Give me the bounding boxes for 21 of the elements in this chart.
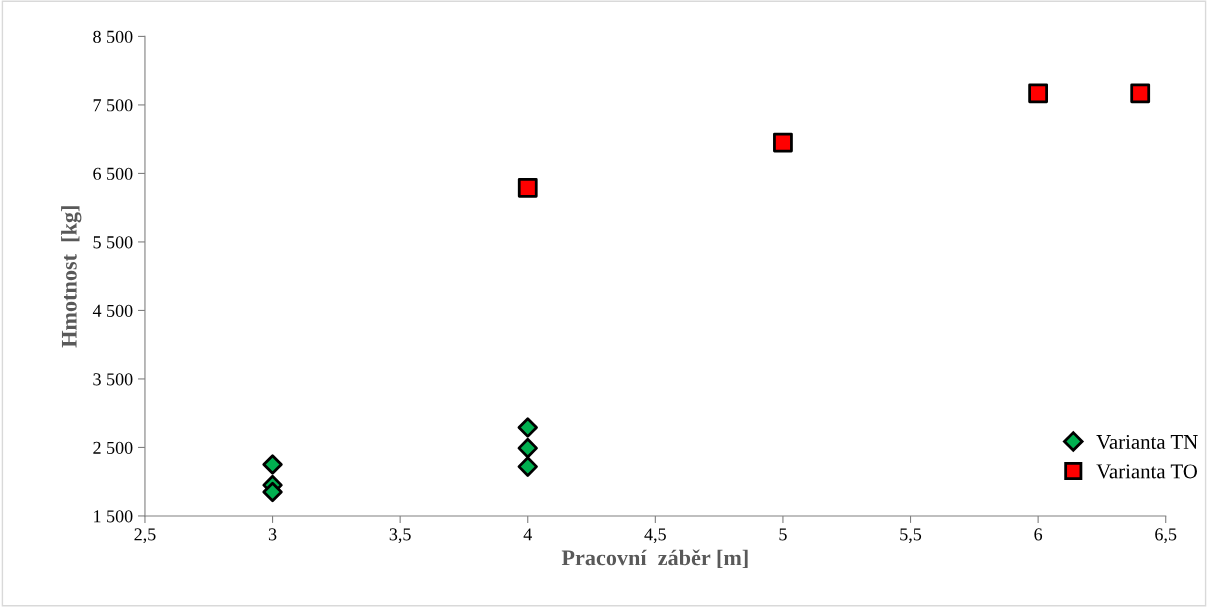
x-tick-label: 6,5: [1155, 528, 1177, 544]
y-axis-title: Hmotnost [kg]: [61, 206, 82, 348]
legend-label: Varianta TN: [1096, 434, 1198, 450]
x-axis-title: Pracovní záběr [m]: [561, 549, 748, 569]
x-tick-label: 4,5: [644, 528, 666, 544]
y-tick-label: 4 500: [92, 304, 133, 317]
x-tick-label: 3: [268, 528, 277, 541]
y-tick-label: 3 500: [93, 373, 133, 386]
x-tick-label: 5: [779, 528, 787, 541]
y-tick-label: 5 500: [93, 236, 133, 249]
y-tick-label: 6 500: [93, 167, 133, 180]
x-tick-label: 4: [523, 528, 532, 541]
y-tick-label: 2 500: [93, 441, 133, 454]
x-tick-label: 3,5: [389, 528, 411, 544]
y-tick-label: 1 500: [94, 510, 133, 523]
y-tick-label: 8 500: [93, 30, 133, 43]
x-tick-label: 6: [1034, 528, 1043, 541]
legend-label: Varianta TO: [1096, 464, 1197, 479]
y-tick-label: 7 500: [93, 99, 133, 112]
x-tick-label: 2,5: [134, 528, 156, 544]
x-tick-label: 5,5: [900, 528, 922, 544]
